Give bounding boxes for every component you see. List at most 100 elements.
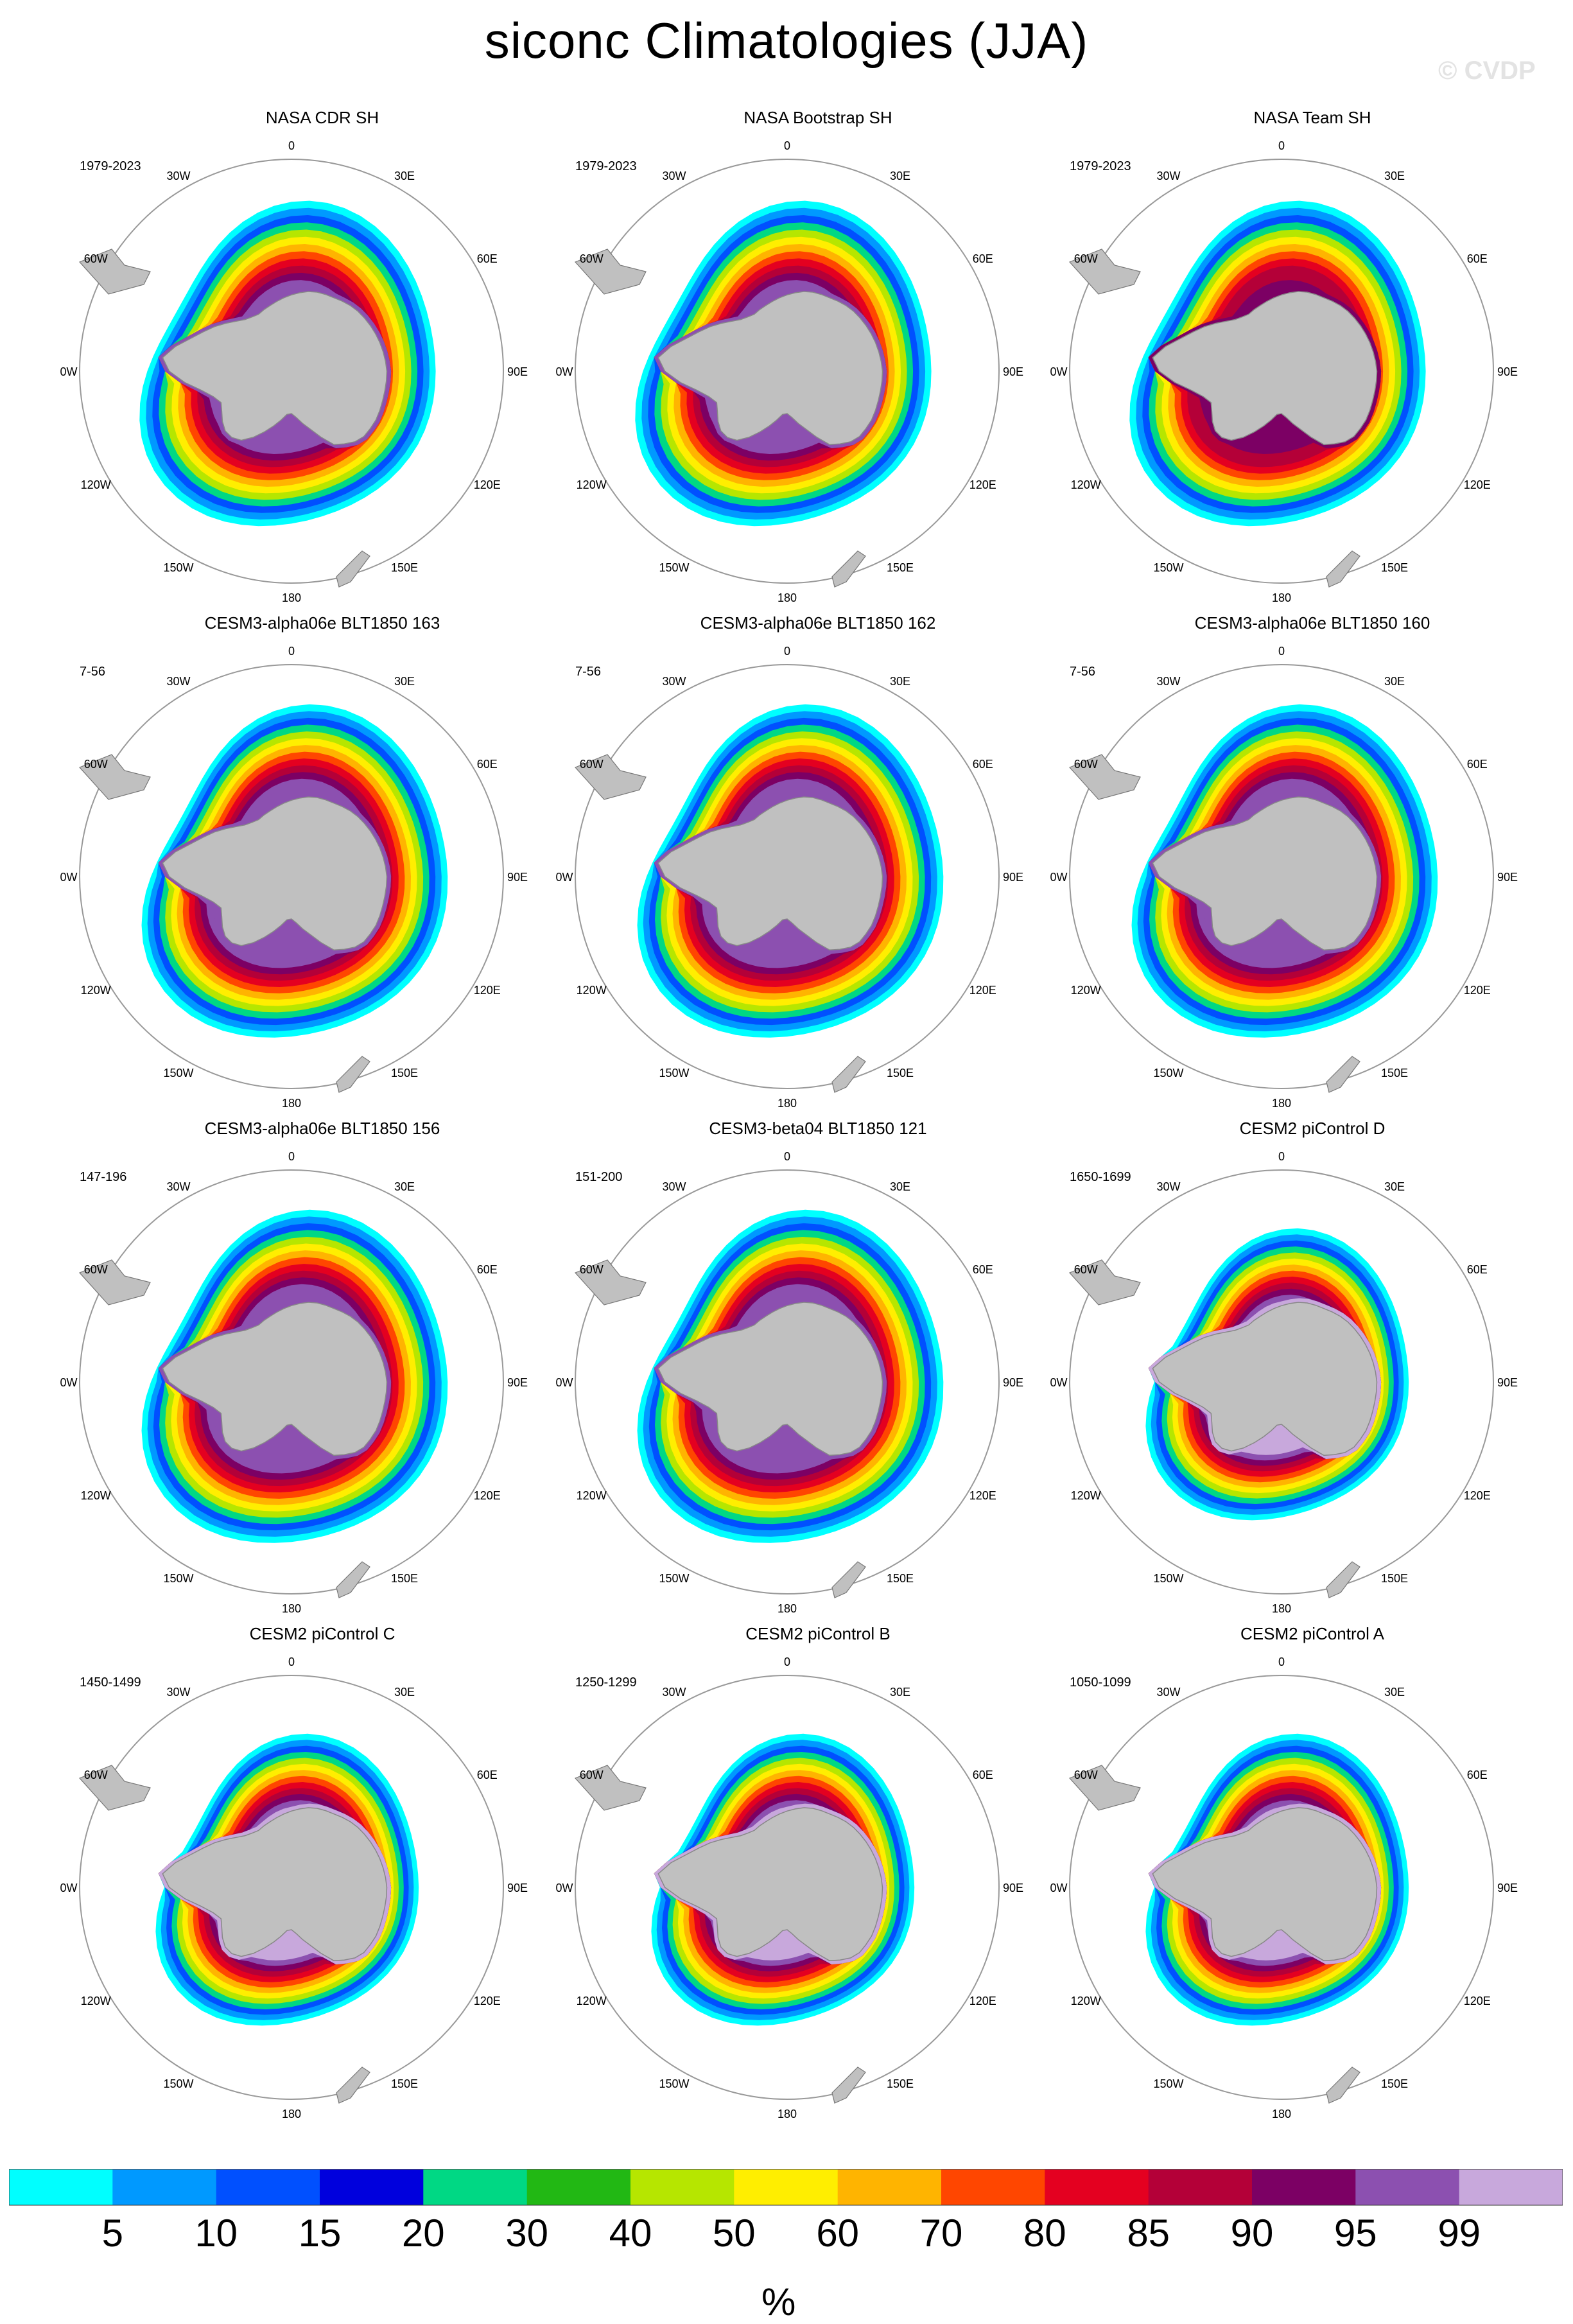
antarctica-land bbox=[657, 796, 883, 951]
antarctica-land bbox=[162, 1302, 388, 1456]
longitude-label: 30E bbox=[890, 170, 910, 182]
longitude-label: 120W bbox=[81, 1489, 111, 1502]
panel-years: 7-56 bbox=[80, 665, 106, 679]
map-panel: CESM2 piControl B 1250-1299 0 30E 60E 90E 120E… bbox=[556, 1624, 1080, 2131]
colorbar-label: 5 bbox=[102, 2212, 123, 2255]
longitude-label: 90W bbox=[1050, 1882, 1068, 1894]
longitude-label: 150W bbox=[1153, 1067, 1183, 1079]
colorbar-label: 15 bbox=[299, 2212, 342, 2255]
panel-years: 147-196 bbox=[80, 1170, 127, 1184]
longitude-label: 120W bbox=[1071, 1489, 1101, 1502]
longitude-label: 180 bbox=[778, 2108, 797, 2120]
longitude-label: 30E bbox=[1384, 1686, 1405, 1699]
antarctica-land bbox=[162, 1807, 388, 1962]
colorbar-label: 50 bbox=[713, 2212, 756, 2255]
polar-map: 0 30E 60E 90E 120E 150E 180 150W 120W 90W 60W 30W bbox=[556, 139, 1023, 604]
colorbar-swatch bbox=[1459, 2169, 1563, 2205]
longitude-label: 150E bbox=[391, 561, 418, 574]
longitude-label: 0 bbox=[1278, 1656, 1285, 1668]
polar-map: 0 30E 60E 90E 120E 150E 180 150W 120W 90W 60W 30W bbox=[556, 645, 1023, 1110]
longitude-label: 90E bbox=[1497, 365, 1518, 378]
longitude-label: 120W bbox=[577, 478, 607, 491]
longitude-label: 60E bbox=[477, 1263, 498, 1276]
longitude-label: 120W bbox=[1071, 984, 1101, 997]
south-america-land bbox=[574, 1765, 647, 1811]
longitude-label: 90E bbox=[507, 871, 528, 884]
longitude-label: 150E bbox=[391, 1067, 418, 1079]
south-america-land bbox=[1068, 249, 1141, 295]
colorbar-label: 10 bbox=[195, 2212, 238, 2255]
panel-title: NASA CDR SH bbox=[265, 108, 379, 127]
colorbar-swatch bbox=[1148, 2169, 1253, 2205]
new-zealand-land bbox=[336, 2066, 370, 2104]
longitude-label: 180 bbox=[282, 1097, 301, 1110]
longitude-label: 30W bbox=[166, 170, 190, 182]
longitude-label: 180 bbox=[282, 1602, 301, 1615]
map-panel: NASA CDR SH 1979-2023 0 30E 60E 90E 120E 150E 18… bbox=[60, 108, 584, 615]
new-zealand-land bbox=[831, 550, 866, 588]
polar-map: 0 30E 60E 90E 120E 150E 180 150W 120W 90W 60W 30W bbox=[60, 1656, 528, 2120]
longitude-label: 90W bbox=[60, 1882, 78, 1894]
longitude-label: 120E bbox=[969, 984, 996, 997]
colorbar-label: 20 bbox=[402, 2212, 445, 2255]
longitude-label: 150E bbox=[1381, 2077, 1408, 2090]
longitude-label: 30W bbox=[662, 675, 686, 688]
panel-title: CESM3-beta04 BLT1850 121 bbox=[709, 1119, 927, 1138]
longitude-label: 150W bbox=[659, 1572, 689, 1585]
polar-map: 0 30E 60E 90E 120E 150E 180 150W 120W 90W 60W 30W bbox=[1050, 645, 1518, 1110]
watermark: © CVDP bbox=[1438, 57, 1536, 85]
longitude-label: 150E bbox=[1381, 561, 1408, 574]
panel-title: NASA Bootstrap SH bbox=[743, 108, 892, 127]
new-zealand-land bbox=[1326, 550, 1360, 588]
panel-title: CESM2 piControl A bbox=[1240, 1624, 1384, 1643]
south-america-land bbox=[574, 1259, 647, 1306]
map-panel: CESM3-alpha06e BLT1850 162 7-56 0 30E 60E 90E… bbox=[556, 613, 1080, 1121]
colorbar-label: 90 bbox=[1231, 2212, 1274, 2255]
longitude-label: 0 bbox=[1278, 645, 1285, 658]
new-zealand-land bbox=[336, 1056, 370, 1093]
longitude-label: 180 bbox=[1272, 2108, 1291, 2120]
longitude-label: 0 bbox=[288, 1656, 295, 1668]
colorbar-frame bbox=[9, 2169, 1563, 2206]
longitude-label: 0 bbox=[1278, 1150, 1285, 1163]
longitude-label: 180 bbox=[1272, 591, 1291, 604]
panel-title: CESM3-alpha06e BLT1850 156 bbox=[204, 1119, 440, 1138]
longitude-label: 90W bbox=[60, 1376, 78, 1389]
longitude-label: 180 bbox=[1272, 1097, 1291, 1110]
longitude-label: 30W bbox=[1156, 1686, 1180, 1699]
longitude-label: 90E bbox=[1003, 365, 1023, 378]
longitude-label: 60E bbox=[973, 1769, 993, 1781]
colorbar-label: 99 bbox=[1438, 2212, 1481, 2255]
longitude-label: 60W bbox=[1074, 1263, 1098, 1276]
longitude-label: 60E bbox=[1467, 1769, 1488, 1781]
colorbar-swatch bbox=[423, 2169, 528, 2205]
colorbar-label: 70 bbox=[920, 2212, 963, 2255]
longitude-label: 60E bbox=[477, 252, 498, 265]
longitude-label: 30W bbox=[166, 1180, 190, 1193]
longitude-label: 150E bbox=[887, 561, 914, 574]
panel-years: 1979-2023 bbox=[80, 159, 141, 173]
colorbar-label: 80 bbox=[1023, 2212, 1066, 2255]
longitude-label: 30E bbox=[394, 675, 415, 688]
new-zealand-land bbox=[336, 1561, 370, 1598]
antarctica-land bbox=[162, 291, 388, 446]
panel-years: 1050-1099 bbox=[1070, 1675, 1131, 1690]
longitude-label: 60W bbox=[84, 1769, 108, 1781]
longitude-label: 0 bbox=[288, 645, 295, 658]
new-zealand-land bbox=[1326, 1561, 1360, 1598]
longitude-label: 90W bbox=[556, 1376, 573, 1389]
longitude-label: 30E bbox=[890, 1180, 910, 1193]
longitude-label: 90E bbox=[1003, 1882, 1023, 1894]
map-panel: CESM3-alpha06e BLT1850 160 7-56 0 30E 60E 90E… bbox=[1050, 613, 1573, 1121]
longitude-label: 90E bbox=[507, 1882, 528, 1894]
colorbar-swatch bbox=[320, 2169, 424, 2205]
longitude-label: 90E bbox=[1003, 1376, 1023, 1389]
colorbar-swatch bbox=[1045, 2169, 1149, 2205]
longitude-label: 120E bbox=[474, 1995, 501, 2007]
longitude-label: 180 bbox=[778, 1097, 797, 1110]
map-panel: CESM3-alpha06e BLT1850 163 7-56 0 30E 60E 90E… bbox=[60, 613, 584, 1121]
longitude-label: 120W bbox=[577, 1995, 607, 2007]
map-panel: CESM3-alpha06e BLT1850 156 147-196 0 30E 60E… bbox=[60, 1119, 584, 1626]
longitude-label: 0 bbox=[784, 1656, 790, 1668]
longitude-label: 150E bbox=[1381, 1067, 1408, 1079]
